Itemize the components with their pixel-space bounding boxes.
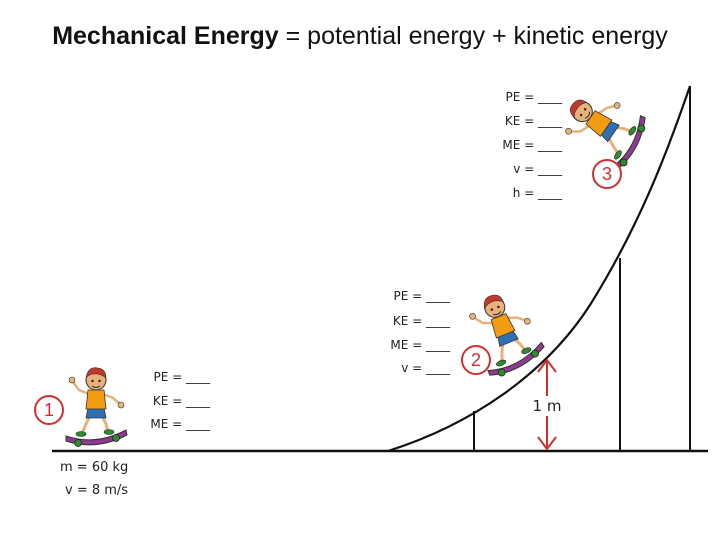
- measure-label-bg: [532, 396, 562, 416]
- ke-label: KE = ____: [153, 394, 211, 408]
- position-circle: [592, 159, 622, 189]
- v-label: v = ____: [401, 361, 451, 375]
- up-arrow-icon: [537, 358, 557, 373]
- measure-label: 1 m: [533, 397, 562, 415]
- down-arrow-icon: [537, 436, 557, 451]
- ke-label: KE = ____: [393, 314, 451, 328]
- pe-label: PE = ____: [393, 289, 451, 303]
- label-group-2: PE = ____ KE = ____ ME = ____ v = ____: [390, 289, 451, 375]
- height-measurement: 1 m: [532, 358, 562, 451]
- position-marker-1: 1: [34, 395, 64, 425]
- skater-1: [64, 366, 129, 448]
- title-bold: Mechanical Energy: [52, 22, 279, 50]
- position-circle: [461, 345, 491, 375]
- pe-label: PE = ____: [153, 370, 211, 384]
- pe-label: PE = ____: [505, 90, 563, 104]
- velocity-label: v = 8 m/s: [65, 483, 128, 498]
- position-number: 2: [471, 350, 481, 370]
- position-marker-3: 3: [592, 159, 622, 189]
- position-marker-2: 2: [461, 345, 491, 375]
- page-title: Mechanical Energy = potential energy + k…: [0, 22, 720, 51]
- position-number: 3: [602, 164, 612, 184]
- position-number: 1: [44, 400, 54, 420]
- me-label: ME = ____: [502, 138, 563, 152]
- title-rest: = potential energy + kinetic energy: [278, 22, 668, 50]
- h-label: h = ____: [513, 186, 563, 200]
- me-label: ME = ____: [390, 338, 451, 352]
- ke-label: KE = ____: [505, 114, 563, 128]
- label-group-1: PE = ____ KE = ____ ME = ____: [150, 370, 211, 431]
- position-circle: [34, 395, 64, 425]
- mass-label: m = 60 kg: [60, 460, 128, 475]
- me-label: ME = ____: [150, 417, 211, 431]
- label-group-3: PE = ____ KE = ____ ME = ____ v = ____ h…: [502, 90, 563, 200]
- v-label: v = ____: [513, 162, 563, 176]
- ramp-curve: [387, 85, 692, 453]
